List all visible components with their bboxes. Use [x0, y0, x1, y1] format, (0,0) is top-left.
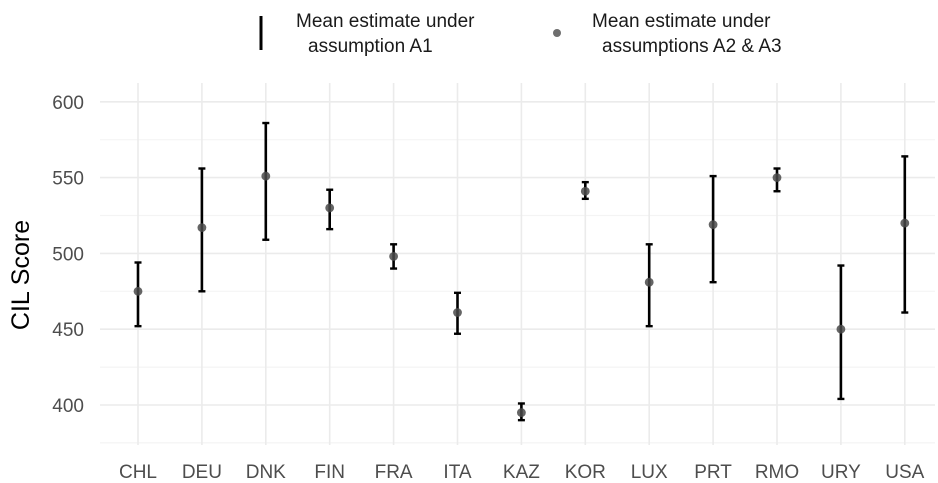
x-tick-label-lux: LUX — [631, 462, 668, 483]
point-lux — [644, 277, 654, 287]
point-usa — [900, 218, 910, 228]
point-prt — [708, 220, 718, 229]
y-tick-label-600: 600 — [52, 93, 84, 114]
x-tick-label-usa: USA — [885, 462, 924, 483]
x-tick-label-prt: PRT — [694, 462, 732, 483]
point-kaz — [517, 408, 526, 417]
point-fra — [389, 252, 398, 261]
x-tick-label-rmo: RMO — [755, 462, 799, 483]
legend-interval-label-line1: Mean estimate under — [296, 11, 475, 32]
point-chl — [133, 286, 143, 296]
grid-lines — [100, 83, 935, 445]
point-ita — [453, 308, 462, 317]
x-tick-label-fra: FRA — [375, 462, 413, 483]
x-tick-label-deu: DEU — [182, 462, 222, 483]
legend: Mean estimate under assumption A1 Mean e… — [259, 11, 782, 57]
y-tick-label-550: 550 — [52, 169, 84, 190]
legend-item-point: Mean estimate under assumptions A2 & A3 — [553, 11, 782, 57]
x-tick-label-dnk: DNK — [246, 462, 286, 483]
legend-point-key — [553, 29, 561, 37]
x-tick-label-kor: KOR — [565, 462, 606, 483]
point-kor — [580, 186, 590, 196]
point-ury — [836, 324, 846, 334]
y-tick-label-450: 450 — [52, 320, 84, 341]
y-tick-label-500: 500 — [52, 244, 84, 265]
data-marks — [133, 121, 910, 422]
x-tick-label-ita: ITA — [443, 462, 471, 483]
point-fin — [325, 203, 335, 213]
legend-item-interval: Mean estimate under assumption A1 — [259, 11, 475, 57]
point-rmo — [772, 173, 782, 183]
y-axis-title: CIL Score — [7, 220, 35, 330]
legend-point-label-line2: assumptions A2 & A3 — [602, 36, 782, 57]
legend-interval-label-line2: assumption A1 — [308, 36, 433, 57]
legend-point-label-line1: Mean estimate under — [592, 11, 771, 32]
x-tick-label-chl: CHL — [119, 462, 157, 483]
point-deu — [197, 223, 207, 233]
x-axis: CHL DEU DNK FIN FRA ITA KAZ KOR LUX PRT RMO URY USA — [119, 462, 925, 483]
point-dnk — [261, 171, 271, 181]
x-tick-label-fin: FIN — [314, 462, 345, 483]
y-axis: 400 450 500 550 600 — [52, 93, 84, 417]
y-tick-label-400: 400 — [52, 396, 84, 417]
x-tick-label-ury: URY — [821, 462, 861, 483]
x-tick-label-kaz: KAZ — [503, 462, 540, 483]
